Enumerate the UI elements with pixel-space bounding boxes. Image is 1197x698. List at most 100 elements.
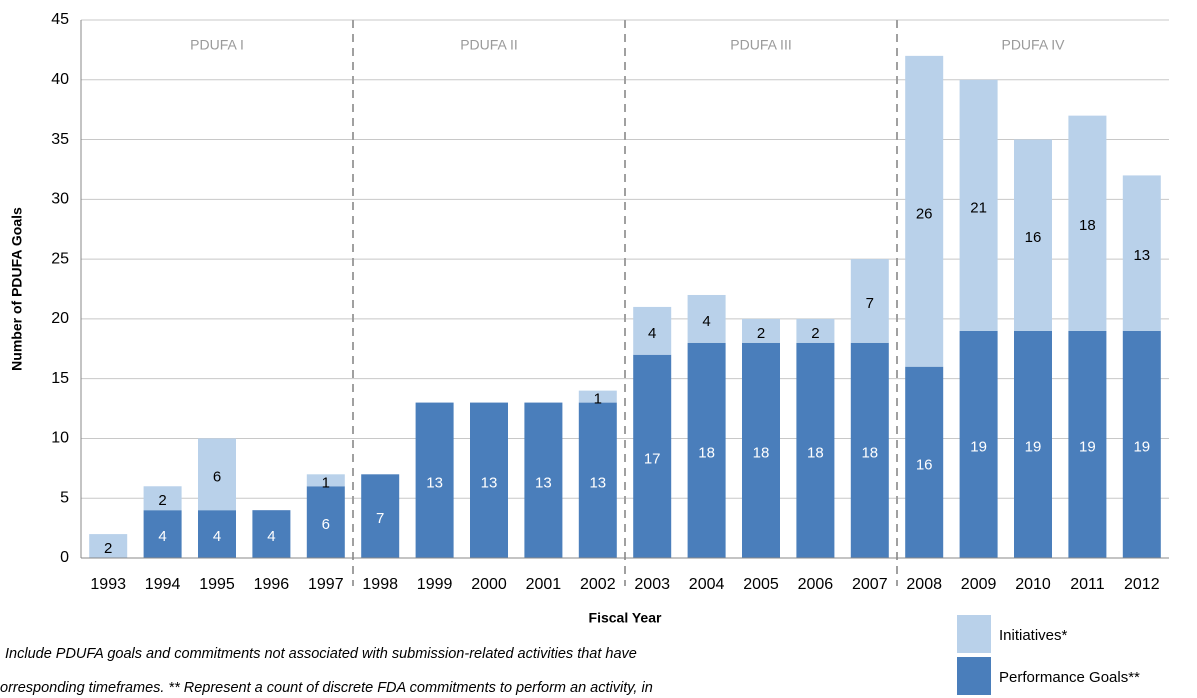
bar-segment (742, 318, 780, 343)
bar-segment (1014, 139, 1052, 331)
x-axis-title: Fiscal Year (589, 610, 662, 626)
value-label: 2 (811, 325, 819, 342)
bar-segment (905, 366, 944, 558)
value-label: 6 (213, 468, 221, 485)
bar-segment (796, 318, 835, 343)
bar-segment (1122, 330, 1161, 558)
value-label: 4 (267, 528, 275, 545)
value-label: 1 (322, 474, 330, 491)
x-tick-label: 1993 (90, 576, 126, 593)
y-tick-label: 30 (51, 191, 69, 208)
bar-segment (687, 294, 726, 343)
bar-segment (89, 534, 128, 558)
value-label: 13 (535, 474, 552, 491)
bar-segment (959, 330, 998, 558)
x-tick-label: 1996 (254, 576, 290, 593)
x-tick-label: 2000 (471, 576, 507, 593)
bar-segment (306, 474, 345, 487)
value-label: 19 (1133, 438, 1150, 455)
bar-segment (633, 306, 672, 355)
y-tick-label: 40 (51, 71, 69, 88)
y-tick-label: 45 (51, 11, 69, 28)
bar-segment (252, 510, 291, 558)
value-label: 4 (648, 325, 656, 342)
value-label: 1 (594, 391, 602, 408)
bar-segment (306, 486, 345, 558)
value-label: 7 (866, 295, 874, 312)
value-label: 19 (1025, 438, 1042, 455)
value-label: 18 (807, 444, 824, 461)
y-tick-label: 25 (51, 250, 69, 267)
bar-segment (198, 510, 236, 558)
x-tick-label: 2001 (526, 576, 562, 593)
value-label: 18 (698, 444, 715, 461)
bar-segment (524, 402, 563, 558)
period-label: PDUFA III (730, 37, 791, 53)
x-tick-label: 2007 (852, 576, 888, 593)
x-tick-label: 1995 (199, 576, 235, 593)
bar-segment (143, 486, 182, 511)
bar-segment (578, 402, 617, 558)
x-tick-label: 1998 (362, 576, 398, 593)
value-label: 4 (213, 528, 221, 545)
value-label: 7 (376, 510, 384, 527)
value-label: 21 (970, 199, 987, 216)
period-label: PDUFA I (190, 37, 244, 53)
y-axis-title: Number of PDUFA Goals (9, 207, 25, 371)
value-label: 16 (916, 456, 933, 473)
bar-segment (687, 342, 726, 558)
value-label: 18 (861, 444, 878, 461)
footnote: orresponding timeframes. ** Represent a … (0, 680, 653, 696)
x-tick-label: 2004 (689, 576, 725, 593)
bar-segment (850, 259, 889, 343)
value-label: 2 (104, 540, 112, 557)
x-tick-label: 1997 (308, 576, 344, 593)
x-tick-label: 2011 (1070, 576, 1105, 593)
value-label: 16 (1025, 229, 1042, 246)
legend-swatch (957, 615, 991, 653)
x-tick-label: 2006 (798, 576, 834, 593)
value-label: 19 (1079, 438, 1096, 455)
bar-segment (1122, 175, 1161, 331)
value-label: 6 (322, 516, 330, 533)
bar-segment (415, 402, 454, 558)
y-tick-label: 0 (60, 549, 69, 566)
x-tick-label: 2012 (1124, 576, 1160, 593)
bar-segment (198, 438, 236, 511)
value-label: 2 (158, 492, 166, 509)
value-label: 18 (1079, 217, 1096, 234)
bar-segment (905, 55, 944, 367)
value-label: 13 (1133, 247, 1150, 264)
period-label: PDUFA IV (1001, 37, 1065, 53)
value-label: 26 (916, 205, 933, 222)
value-label: 18 (753, 444, 770, 461)
bar-segment (1068, 115, 1107, 331)
period-label: PDUFA II (460, 37, 518, 53)
legend-label: Performance Goals** (999, 669, 1140, 686)
x-tick-label: 1999 (417, 576, 453, 593)
bar-segment (143, 510, 182, 558)
y-tick-label: 5 (60, 489, 69, 506)
bar-segment (470, 402, 508, 558)
x-tick-label: 2008 (906, 576, 942, 593)
value-label: 17 (644, 450, 661, 467)
y-tick-label: 10 (51, 430, 69, 447)
bar-segment (1014, 330, 1052, 558)
x-tick-label: 2005 (743, 576, 779, 593)
bar-segment (633, 354, 672, 558)
bar-segment (361, 474, 400, 558)
bar-segment (959, 79, 998, 331)
legend-label: Initiatives* (999, 627, 1068, 644)
bar-segment (796, 342, 835, 558)
footnote: Include PDUFA goals and commitments not … (5, 646, 637, 662)
value-label: 13 (481, 474, 498, 491)
legend-swatch (957, 657, 991, 695)
bar-segment (578, 390, 617, 403)
x-tick-label: 2009 (961, 576, 997, 593)
x-tick-label: 1994 (145, 576, 181, 593)
value-label: 19 (970, 438, 987, 455)
bar-segment (850, 342, 889, 558)
x-tick-label: 2002 (580, 576, 616, 593)
y-tick-label: 35 (51, 131, 69, 148)
